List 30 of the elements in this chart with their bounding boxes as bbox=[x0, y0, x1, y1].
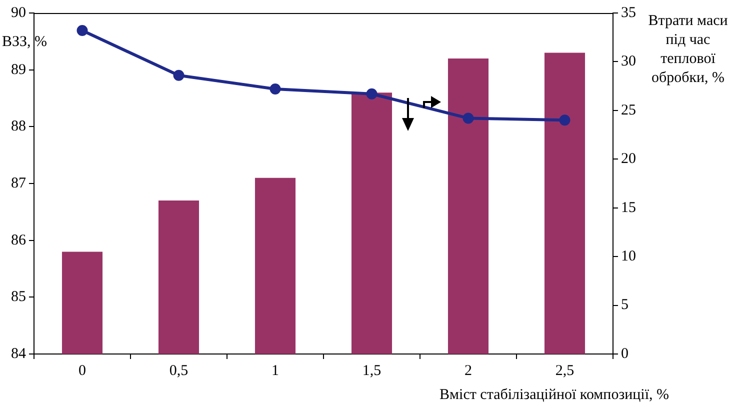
y2-tick-label: 20 bbox=[621, 151, 636, 168]
point bbox=[462, 112, 474, 124]
y-tick-label: 85 bbox=[11, 289, 26, 306]
x-axis-title: Вміст стабілізаційної композиції, % bbox=[440, 387, 669, 404]
y2-tick-label: 35 bbox=[621, 4, 636, 21]
y2-tick-label: 25 bbox=[621, 102, 636, 118]
point bbox=[366, 88, 378, 100]
point bbox=[270, 83, 281, 94]
point bbox=[76, 25, 88, 36]
y-tick-label: 90 bbox=[11, 4, 26, 21]
y-tick-label: 87 bbox=[11, 175, 26, 192]
y-tick-label: 84 bbox=[11, 346, 26, 362]
x-tick-label: 2 bbox=[464, 362, 472, 379]
y2-tick-label: 15 bbox=[621, 200, 636, 216]
x-tick-label: 1,5 bbox=[362, 362, 382, 379]
x-tick-label: 0,5 bbox=[169, 362, 188, 379]
y-axis-title: ВЗЗ, % bbox=[2, 34, 48, 51]
point bbox=[173, 70, 184, 81]
y2-tick-label: 0 bbox=[621, 346, 628, 362]
y2-tick-label: 5 bbox=[621, 297, 628, 314]
y-tick-label: 89 bbox=[11, 62, 26, 78]
x-tick-label: 0 bbox=[78, 362, 86, 379]
x-tick-label: 2,5 bbox=[555, 362, 574, 379]
y-tick-label: 86 bbox=[11, 232, 26, 248]
y2-tick-label: 30 bbox=[621, 54, 636, 70]
point bbox=[559, 114, 570, 126]
y2-axis-title: Втрати маси під час теплової обробки, % bbox=[647, 12, 729, 88]
y2-tick-label: 10 bbox=[621, 248, 636, 265]
y-tick-label: 88 bbox=[11, 118, 26, 135]
x-tick-label: 1 bbox=[272, 362, 279, 379]
